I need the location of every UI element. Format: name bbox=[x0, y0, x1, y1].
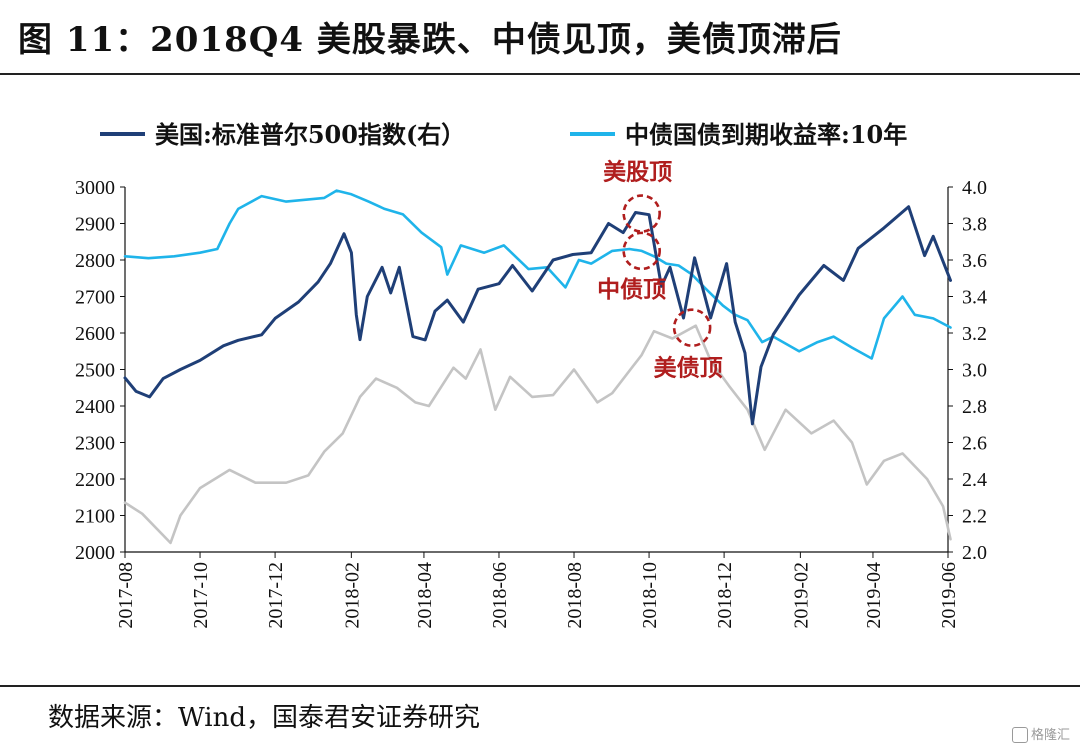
x-tick-label: 2018-06 bbox=[489, 562, 511, 629]
x-tick-label: 2018-12 bbox=[714, 562, 736, 629]
x-tick-label: 2017-12 bbox=[265, 562, 287, 629]
right-tick-label: 3.2 bbox=[962, 323, 987, 345]
annotation-circle-sp500 bbox=[622, 194, 661, 233]
figure-title: 图 11：2018Q4 美股暴跌、中债见顶，美债顶滞后 bbox=[18, 20, 842, 60]
left-tick-label: 2900 bbox=[75, 214, 115, 236]
right-tick-label: 2.8 bbox=[962, 396, 987, 418]
x-tick-label: 2018-04 bbox=[414, 562, 436, 629]
right-tick-label: 3.8 bbox=[962, 214, 987, 236]
series-line-us10y bbox=[123, 324, 952, 545]
chart: 3000 2900 2800 2700 2600 2500 2400 2300 2200 2100… bbox=[75, 120, 987, 629]
watermark-text: 格隆汇 bbox=[1030, 727, 1070, 743]
right-tick-label: 4.0 bbox=[962, 177, 987, 199]
right-tick-label: 3.6 bbox=[962, 250, 987, 272]
annotation-label-sp500: 美股顶 bbox=[603, 159, 672, 186]
watermark: 格隆汇 bbox=[1011, 724, 1070, 743]
right-tick-label: 2.2 bbox=[962, 506, 987, 528]
legend-label-cn10y: 中债国债到期收益率:10年 bbox=[625, 120, 907, 149]
x-tick-label: 2018-10 bbox=[639, 562, 661, 629]
right-tick-label: 2.6 bbox=[962, 433, 987, 455]
x-tick-label: 2018-02 bbox=[341, 562, 363, 629]
x-tick-label: 2019-04 bbox=[863, 562, 885, 629]
left-tick-label: 2600 bbox=[75, 323, 115, 345]
right-tick-label: 2.0 bbox=[962, 542, 987, 564]
left-tick-label: 3000 bbox=[75, 177, 115, 199]
left-tick-label: 2400 bbox=[75, 396, 115, 418]
x-tick-label: 2017-10 bbox=[190, 562, 212, 629]
footer-rule bbox=[0, 685, 1080, 687]
left-tick-label: 2500 bbox=[75, 360, 115, 382]
annotation-circle-cn10y bbox=[622, 231, 661, 271]
left-tick-label: 2700 bbox=[75, 287, 115, 309]
annotation-circle-us10y bbox=[672, 308, 712, 348]
left-tick-label: 2300 bbox=[75, 433, 115, 455]
left-tick-label: 2000 bbox=[75, 542, 115, 564]
x-tick-label: 2019-06 bbox=[938, 562, 960, 629]
right-tick-label: 3.0 bbox=[962, 360, 987, 382]
left-tick-label: 2200 bbox=[75, 469, 115, 491]
right-tick-label: 2.4 bbox=[962, 469, 987, 491]
series-line-sp500 bbox=[123, 205, 952, 426]
left-tick-label: 2100 bbox=[75, 506, 115, 528]
right-tick-label: 3.4 bbox=[962, 287, 987, 309]
x-tick-label: 2017-08 bbox=[115, 562, 137, 629]
legend-label-sp500: 美国:标准普尔500指数(右） bbox=[155, 120, 465, 149]
watermark-logo-icon bbox=[1011, 727, 1028, 743]
title-rule bbox=[0, 73, 1080, 75]
data-source: 数据来源：Wind，国泰君安证券研究 bbox=[48, 703, 480, 733]
x-tick-label: 2019-02 bbox=[790, 562, 812, 629]
annotation-label-us10y: 美债顶 bbox=[654, 355, 723, 382]
series-line-cn10y bbox=[123, 189, 952, 360]
left-tick-label: 2800 bbox=[75, 250, 115, 272]
x-tick-label: 2018-08 bbox=[564, 562, 586, 629]
annotation-label-cn10y: 中债顶 bbox=[597, 276, 666, 303]
